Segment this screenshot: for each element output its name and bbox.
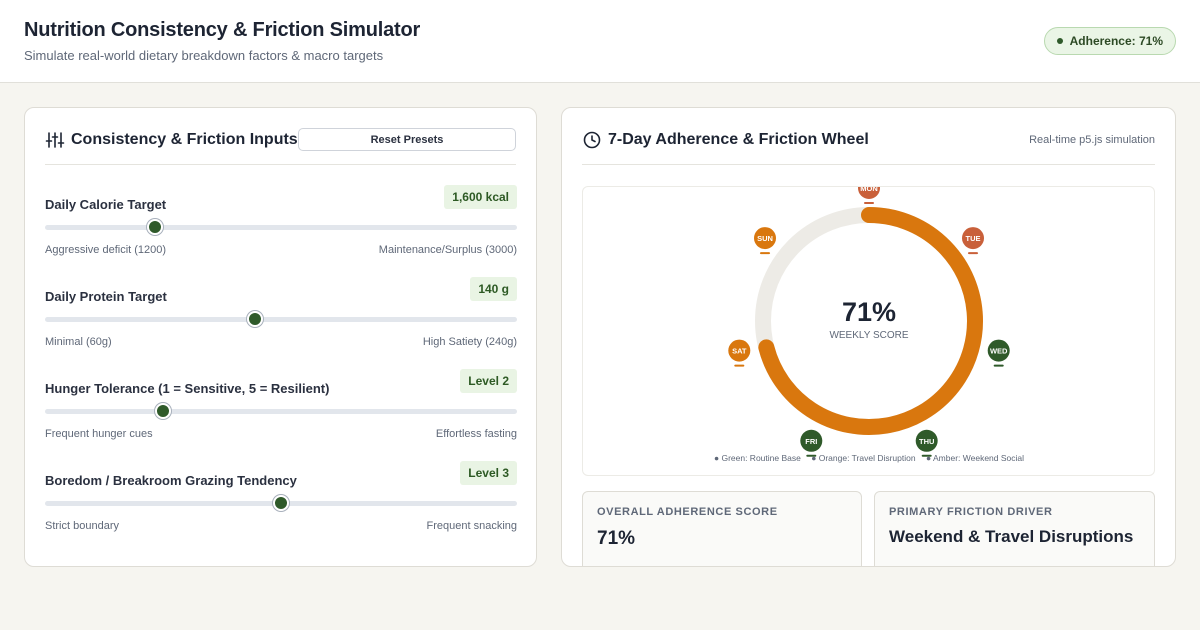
protein-target-label: Daily Protein Target [45,289,167,304]
adherence-badge: Adherence: 71% [1043,27,1176,55]
calorie-target-min-label: Aggressive deficit (1200) [45,244,167,256]
inputs-card-title: Consistency & Friction Inputs [71,131,298,148]
day-marker-dot [728,339,751,362]
wheel-card-title: 7-Day Adherence & Friction Wheel [608,131,869,148]
hunger-tolerance-label: Hunger Tolerance (1 = Sensitive, 5 = Res… [45,381,330,396]
day-marker-label: SUN [757,234,773,243]
sliders-icon [45,132,65,148]
app-header: Nutrition Consistency & Friction Simulat… [0,0,1200,83]
hunger-tolerance-slider-thumb[interactable] [155,403,171,419]
grazing-tendency-slider-group: Boredom / Breakroom Grazing Tendency Lev… [45,461,517,541]
day-marker-dot [858,187,880,199]
day-marker-thu: THU [915,429,938,457]
day-marker-label: WED [990,347,1008,356]
hunger-tolerance-value: Level 2 [460,369,517,393]
day-marker-sun: SUN [754,227,776,255]
day-marker-mon: MON [858,187,880,204]
inputs-card: Consistency & Friction Inputs Reset Pres… [24,107,537,567]
status-dot-icon [1056,38,1063,44]
day-marker-underline [760,252,770,255]
protein-target-slider-track[interactable] [45,317,517,322]
overall-adherence-value: 71% [597,528,636,549]
day-marker-dot [800,429,823,452]
friction-driver-stat: PRIMARY FRICTION DRIVER Weekend & Travel… [874,491,1155,566]
inputs-card-header: Consistency & Friction Inputs Reset Pres… [45,108,516,165]
protein-target-max-label: High Satiety (240g) [422,336,517,348]
grazing-tendency-label: Boredom / Breakroom Grazing Tendency [45,473,297,488]
day-marker-dot [754,227,776,250]
day-marker-underline [921,454,932,457]
app-title: Nutrition Consistency & Friction Simulat… [24,19,421,41]
day-marker-label: THU [919,437,934,446]
grazing-tendency-max-label: Frequent snacking [426,520,518,532]
hunger-tolerance-min-label: Frequent hunger cues [45,428,153,440]
calorie-target-max-label: Maintenance/Surplus (3000) [378,244,517,256]
clock-icon [583,131,601,149]
wheel-legend: ● Green: Routine Base ● Orange: Travel D… [714,453,1024,463]
friction-driver-label: PRIMARY FRICTION DRIVER [889,506,1053,518]
legend-orange: ● Orange: Travel Disruption [811,453,916,463]
adherence-wheel-canvas: 71% WEEKLY SCORE MON TUE WED THU FRI SAT SUN ●… [582,186,1155,476]
day-marker-label: TUE [966,234,981,243]
hunger-tolerance-slider-group: Hunger Tolerance (1 = Sensitive, 5 = Res… [45,369,517,449]
day-marker-underline [968,252,978,255]
day-marker-label: FRI [805,437,817,446]
day-markers: MON TUE WED THU FRI SAT SUN [728,187,1010,457]
overall-adherence-label: OVERALL ADHERENCE SCORE [597,506,778,518]
simulation-note: Real-time p5.js simulation [1029,134,1155,146]
day-marker-fri: FRI [800,429,823,457]
day-marker-label: MON [860,187,878,193]
day-marker-dot [987,339,1010,362]
reset-presets-button[interactable]: Reset Presets [298,128,516,151]
overall-adherence-stat: OVERALL ADHERENCE SCORE 71% [582,491,862,566]
hunger-tolerance-max-label: Effortless fasting [435,428,517,440]
protein-target-slider-thumb[interactable] [246,311,263,327]
day-marker-tue: TUE [962,227,984,255]
day-marker-label: SAT [732,347,747,356]
day-marker-dot [915,429,938,452]
day-marker-underline [806,454,817,457]
legend-amber: ● Amber: Weekend Social [926,453,1024,463]
calorie-target-slider-group: Daily Calorie Target 1,600 kcal Aggressi… [45,185,517,265]
grazing-tendency-slider-thumb[interactable] [273,495,289,511]
hunger-tolerance-slider-track[interactable] [45,409,517,414]
calorie-target-label: Daily Calorie Target [45,197,167,212]
protein-target-min-label: Minimal (60g) [45,336,112,348]
app-subtitle: Simulate real-world dietary breakdown fa… [24,48,384,63]
day-marker-wed: WED [987,339,1010,367]
wheel-progress-arc [758,207,983,435]
legend-green: ● Green: Routine Base [714,453,801,463]
day-marker-sat: SAT [728,339,751,367]
calorie-target-value: 1,600 kcal [444,185,517,209]
grazing-tendency-min-label: Strict boundary [45,520,119,532]
grazing-tendency-value: Level 3 [460,461,517,485]
wheel-card: 7-Day Adherence & Friction Wheel Real-ti… [561,107,1176,567]
protein-target-slider-group: Daily Protein Target 140 g Minimal (60g)… [45,277,517,357]
adherence-badge-label: Adherence: 71% [1069,34,1163,48]
calorie-target-slider-track[interactable] [45,225,517,230]
wheel-card-header: 7-Day Adherence & Friction Wheel Real-ti… [582,108,1155,165]
day-marker-underline [864,202,874,204]
adherence-wheel: 71% WEEKLY SCORE MON TUE WED THU FRI SAT SUN ●… [714,187,1024,463]
wheel-score-caption: WEEKLY SCORE [829,330,908,341]
day-marker-underline [734,364,745,367]
day-marker-dot [962,227,984,250]
day-marker-underline [993,364,1004,367]
friction-driver-value: Weekend & Travel Disruptions [889,527,1134,546]
calorie-target-slider-thumb[interactable] [146,219,163,235]
wheel-score: 71% [842,297,896,327]
protein-target-value: 140 g [470,277,517,301]
